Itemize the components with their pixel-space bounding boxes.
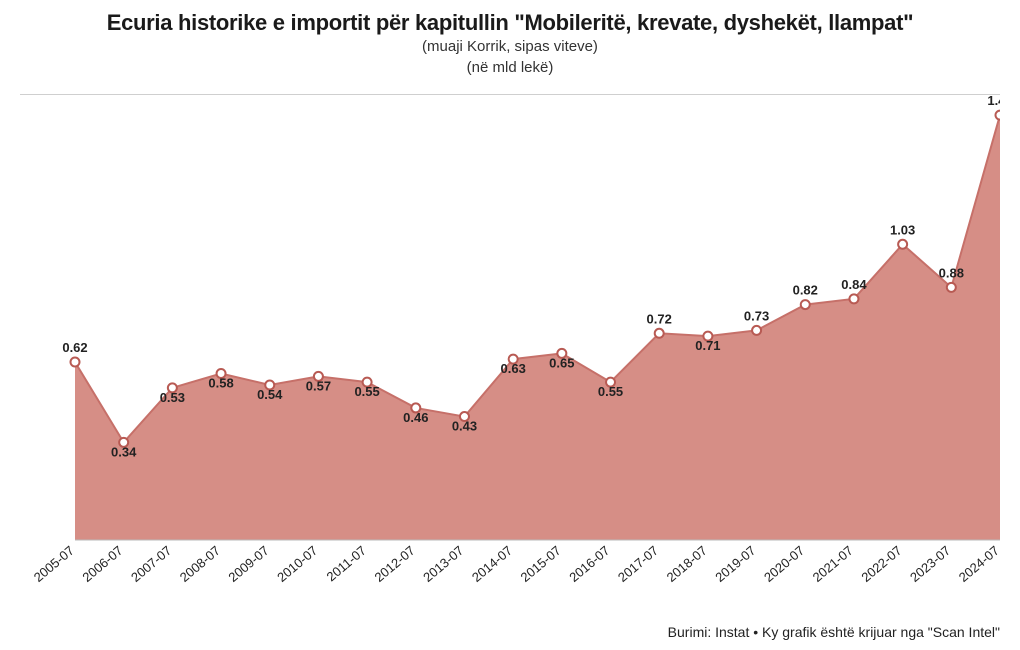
x-axis-label: 2023-07	[907, 543, 953, 585]
x-axis-label: 2016-07	[566, 543, 612, 585]
value-label: 1.48	[987, 95, 1000, 108]
x-axis-label: 2019-07	[712, 543, 758, 585]
data-point	[849, 294, 858, 303]
x-axis-label: 2008-07	[177, 543, 223, 585]
chart-subtitle-2: (në mld lekë)	[20, 59, 1000, 76]
data-point	[947, 283, 956, 292]
data-point	[71, 358, 80, 367]
value-label: 0.46	[403, 410, 428, 425]
value-label: 0.84	[841, 277, 867, 292]
value-label: 0.71	[695, 338, 720, 353]
value-label: 0.63	[501, 361, 526, 376]
value-label: 0.62	[62, 340, 87, 355]
x-axis-label: 2022-07	[858, 543, 904, 585]
value-label: 0.88	[939, 265, 964, 280]
value-label: 0.73	[744, 308, 769, 323]
chart-footer: Burimi: Instat • Ky grafik është krijuar…	[668, 624, 1000, 640]
x-axis-label: 2020-07	[761, 543, 807, 585]
value-label: 1.03	[890, 222, 915, 237]
x-axis-label: 2018-07	[664, 543, 710, 585]
data-point	[898, 240, 907, 249]
data-point	[752, 326, 761, 335]
x-axis-label: 2007-07	[128, 543, 174, 585]
value-label: 0.34	[111, 444, 137, 459]
value-label: 0.57	[306, 378, 331, 393]
x-axis-label: 2012-07	[372, 543, 418, 585]
value-label: 0.55	[598, 384, 623, 399]
x-axis-label: 2005-07	[31, 543, 77, 585]
x-axis-label: 2010-07	[274, 543, 320, 585]
value-label: 0.72	[647, 311, 672, 326]
value-label: 0.55	[354, 384, 379, 399]
x-axis-label: 2013-07	[420, 543, 466, 585]
data-point	[801, 300, 810, 309]
chart-title: Ecuria historike e importit për kapitull…	[20, 10, 1000, 36]
value-label: 0.53	[160, 390, 185, 405]
x-axis-label: 2024-07	[956, 543, 1000, 585]
x-axis-label: 2021-07	[810, 543, 856, 585]
area-fill	[75, 115, 1000, 540]
chart-area: 0.62 2005-07 0.34 2006-07 0.53 2007-07 0.58 200…	[20, 94, 1000, 595]
x-axis-label: 2017-07	[615, 543, 661, 585]
area-chart: 0.62 2005-07 0.34 2006-07 0.53 2007-07 0.58 200…	[20, 95, 1000, 595]
value-label: 0.65	[549, 355, 574, 370]
x-axis-label: 2009-07	[225, 543, 271, 585]
value-label: 0.58	[208, 375, 233, 390]
x-axis-label: 2014-07	[469, 543, 515, 585]
value-label: 0.54	[257, 387, 283, 402]
x-axis-label: 2006-07	[79, 543, 125, 585]
chart-subtitle-1: (muaji Korrik, sipas viteve)	[20, 38, 1000, 55]
data-point	[996, 111, 1001, 120]
value-label: 0.43	[452, 419, 477, 434]
data-point	[655, 329, 664, 338]
x-axis-label: 2011-07	[324, 543, 369, 585]
x-axis-label: 2015-07	[518, 543, 564, 585]
value-label: 0.82	[793, 283, 818, 298]
